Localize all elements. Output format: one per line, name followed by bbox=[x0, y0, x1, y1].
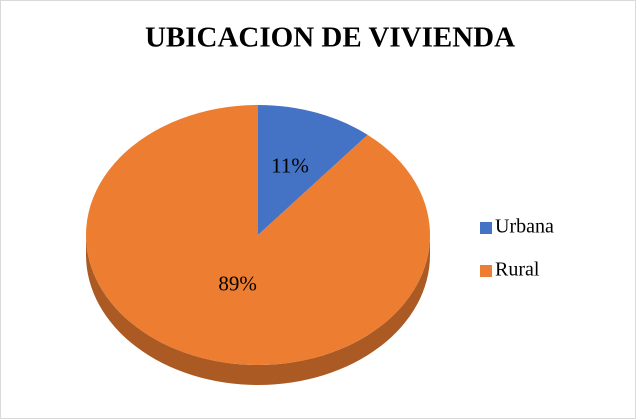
chart-title: UBICACION DE VIVIENDA bbox=[145, 22, 515, 54]
data-label: 11% bbox=[271, 154, 309, 178]
pie-slice bbox=[258, 105, 368, 235]
legend-label: Rural bbox=[495, 259, 540, 281]
legend-swatch bbox=[480, 265, 492, 277]
legend-label: Urbana bbox=[495, 216, 554, 238]
data-label: 89% bbox=[218, 272, 257, 296]
pie-slice bbox=[85, 105, 431, 365]
legend-swatch bbox=[480, 222, 492, 234]
